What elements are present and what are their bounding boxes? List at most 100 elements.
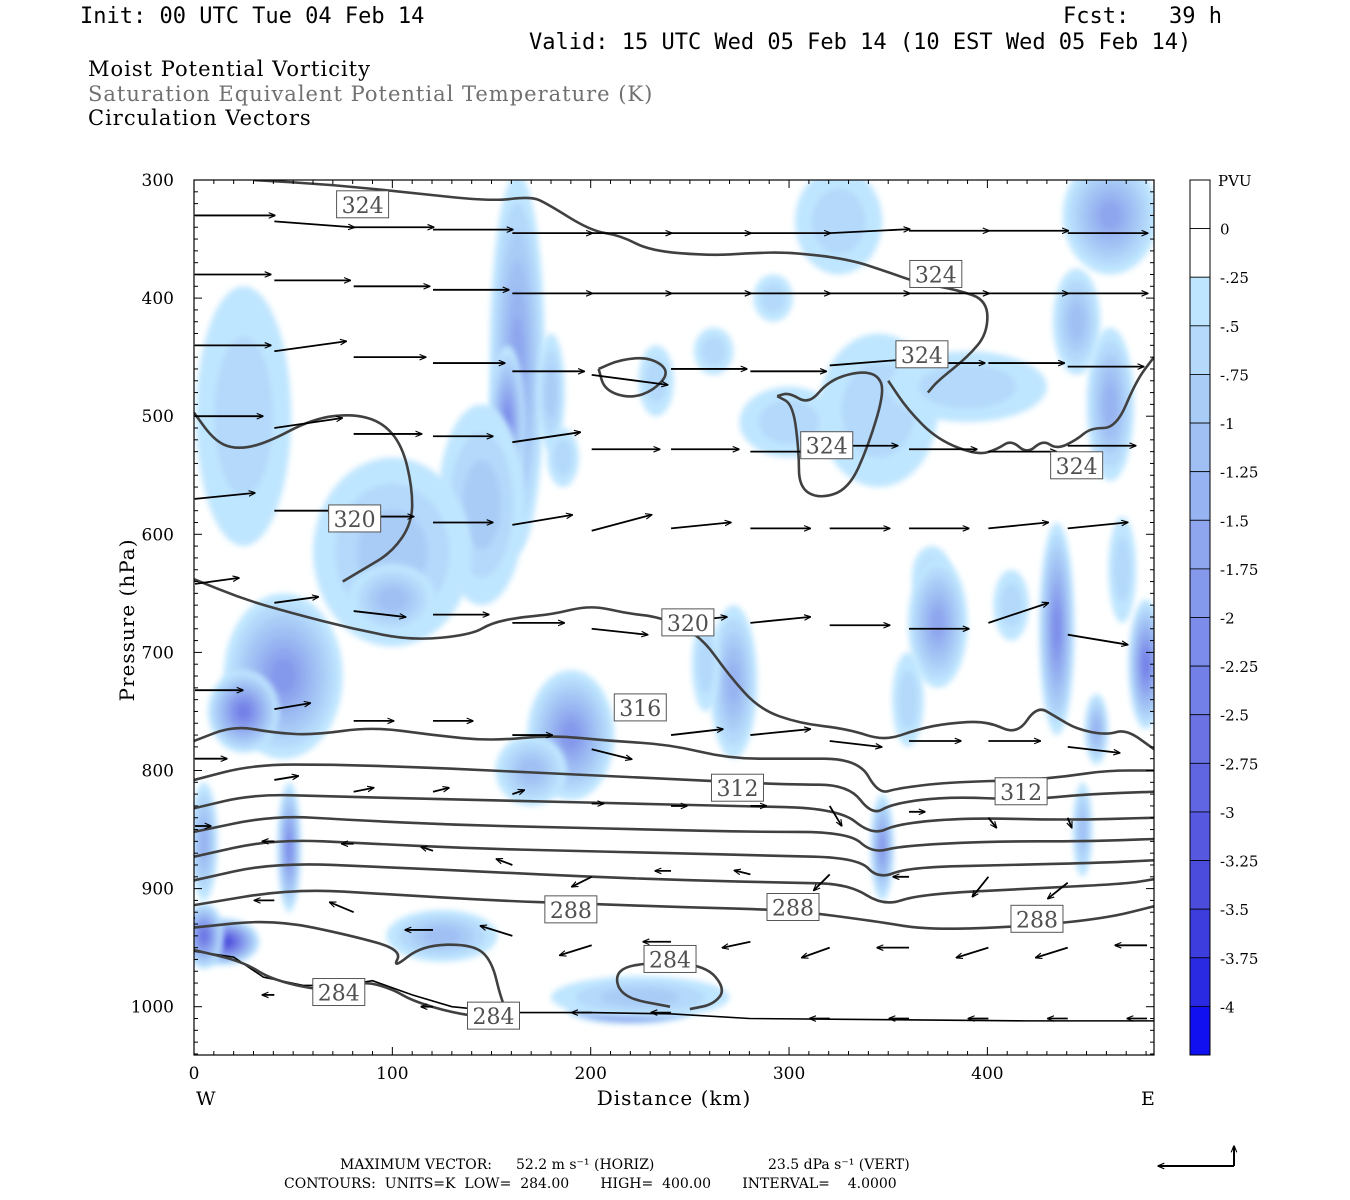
pv-level [760,283,786,313]
pv-level [237,704,250,719]
circulation-vector [1048,881,1069,899]
circulation-vector [814,873,831,890]
theta-contour-308 [194,793,1154,833]
colorbar-level-label: -2.75 [1220,755,1258,773]
x-tick-label: 200 [574,1064,606,1084]
pv-level [1113,537,1131,603]
contours-info: CONTOURS: UNITS=K LOW= 284.00 HIGH= 400.… [284,1176,897,1192]
theta-label-text: 288 [550,899,592,924]
theta-label-288: 288 [544,895,598,924]
pv-level [199,824,208,859]
pv-level [270,658,296,694]
circulation-vector [353,610,406,617]
theta-label-284: 284 [467,1001,521,1030]
theta-label-box [328,504,382,533]
colorbar-level-label: -1 [1220,415,1235,433]
colorbar-level-label: -.5 [1220,318,1239,336]
theta-label-text: 284 [649,948,691,973]
circulation-vector [734,870,751,876]
theta-label-text: 288 [772,896,814,921]
circulation-vector [988,603,1048,624]
pv-level [1053,609,1061,649]
circulation-vector [274,341,346,353]
theta-contour-296 [194,863,1154,904]
colorbar-swatch [1189,325,1211,375]
pv-level [1000,583,1023,627]
pv-blob [638,345,674,417]
circulation-vector [670,729,723,736]
theta-label-box [710,773,764,802]
theta-contour-324 [253,180,989,394]
colorbar-level-label: -4 [1220,998,1235,1016]
circulation-vector [572,875,593,887]
colorbar-frame [1189,179,1211,1056]
theta-label-box [994,777,1048,806]
pv-level [544,366,558,419]
pv-blob [795,180,883,275]
y-tick-label: 900 [142,880,174,900]
pv-level [930,607,946,639]
colorbar-swatch [1189,617,1211,667]
circulation-vector [591,515,652,532]
colorbar-level-label: -.25 [1220,269,1249,287]
pv-blob [437,404,526,606]
y-tick-label: 700 [142,643,174,663]
theta-label-312: 312 [710,773,764,802]
plot-frame [193,179,1155,1056]
colorbar-swatch [1189,714,1211,764]
theta-label-box [909,259,963,288]
theta-contour-316 [194,726,1154,793]
pv-level [518,758,544,783]
circulation-vector [829,740,882,747]
colorbar-level-label: -1.75 [1220,561,1258,579]
circulation-vector [353,788,374,793]
colorbar-swatch [1189,374,1211,424]
y-tick-label: 400 [142,289,174,309]
theta-label-box [895,340,949,369]
pv-blob [892,652,924,747]
x-tick-label: 0 [189,1064,200,1084]
colorbar-swatch [1189,1005,1211,1056]
max-vector-horiz: 52.2 m s⁻¹ (HORIZ) [516,1157,655,1173]
pv-blob [908,557,968,688]
theta-label-text: 324 [901,344,943,369]
circulation-vector [194,493,255,500]
circulation-vector [750,729,810,736]
pv-blob [1108,516,1137,623]
circulation-vector [829,229,910,235]
pv-level [1143,653,1150,676]
theta-label-text: 320 [334,508,376,533]
circulation-vector [591,748,632,759]
circulation-vector [1067,745,1120,753]
theta-label-320: 320 [328,504,382,533]
pv-level [645,358,668,403]
pv-blob [709,605,758,759]
theta-contour-320 [194,577,1154,751]
theta-label-text: 324 [915,263,957,288]
pv-level [726,659,741,704]
theta-label-text: 312 [716,777,758,802]
circulation-vector [956,946,989,958]
circulation-vector [330,902,355,914]
theta-label-box [1010,904,1064,933]
pv-level [1098,201,1122,230]
theta-label-320: 320 [661,608,715,637]
circulation-vector [722,940,751,948]
pv-blob [1038,522,1075,736]
theta-label-324: 324 [1050,451,1104,480]
circulation-vector [512,432,580,444]
theta-label-text: 312 [1000,781,1042,806]
theta-label-box [1050,451,1104,480]
colorbar-level-label: 0 [1220,221,1230,239]
max-vector-vert: 23.5 dPa s⁻¹ (VERT) [768,1157,910,1173]
circulation-vector [670,522,731,530]
pv-level [811,188,866,255]
field-label-theta-es: Saturation Equivalent Potential Temperat… [88,82,654,106]
y-tick-label: 500 [142,407,174,427]
valid-time: Valid: 15 UTC Wed 05 Feb 14 (10 EST Wed … [529,30,1192,55]
theta-label-text: 324 [342,194,384,219]
theta-label-text: 284 [318,982,360,1007]
pv-level [1079,813,1087,846]
x-axis-label: Distance (km) [597,1086,752,1110]
circulation-vector [591,627,648,635]
